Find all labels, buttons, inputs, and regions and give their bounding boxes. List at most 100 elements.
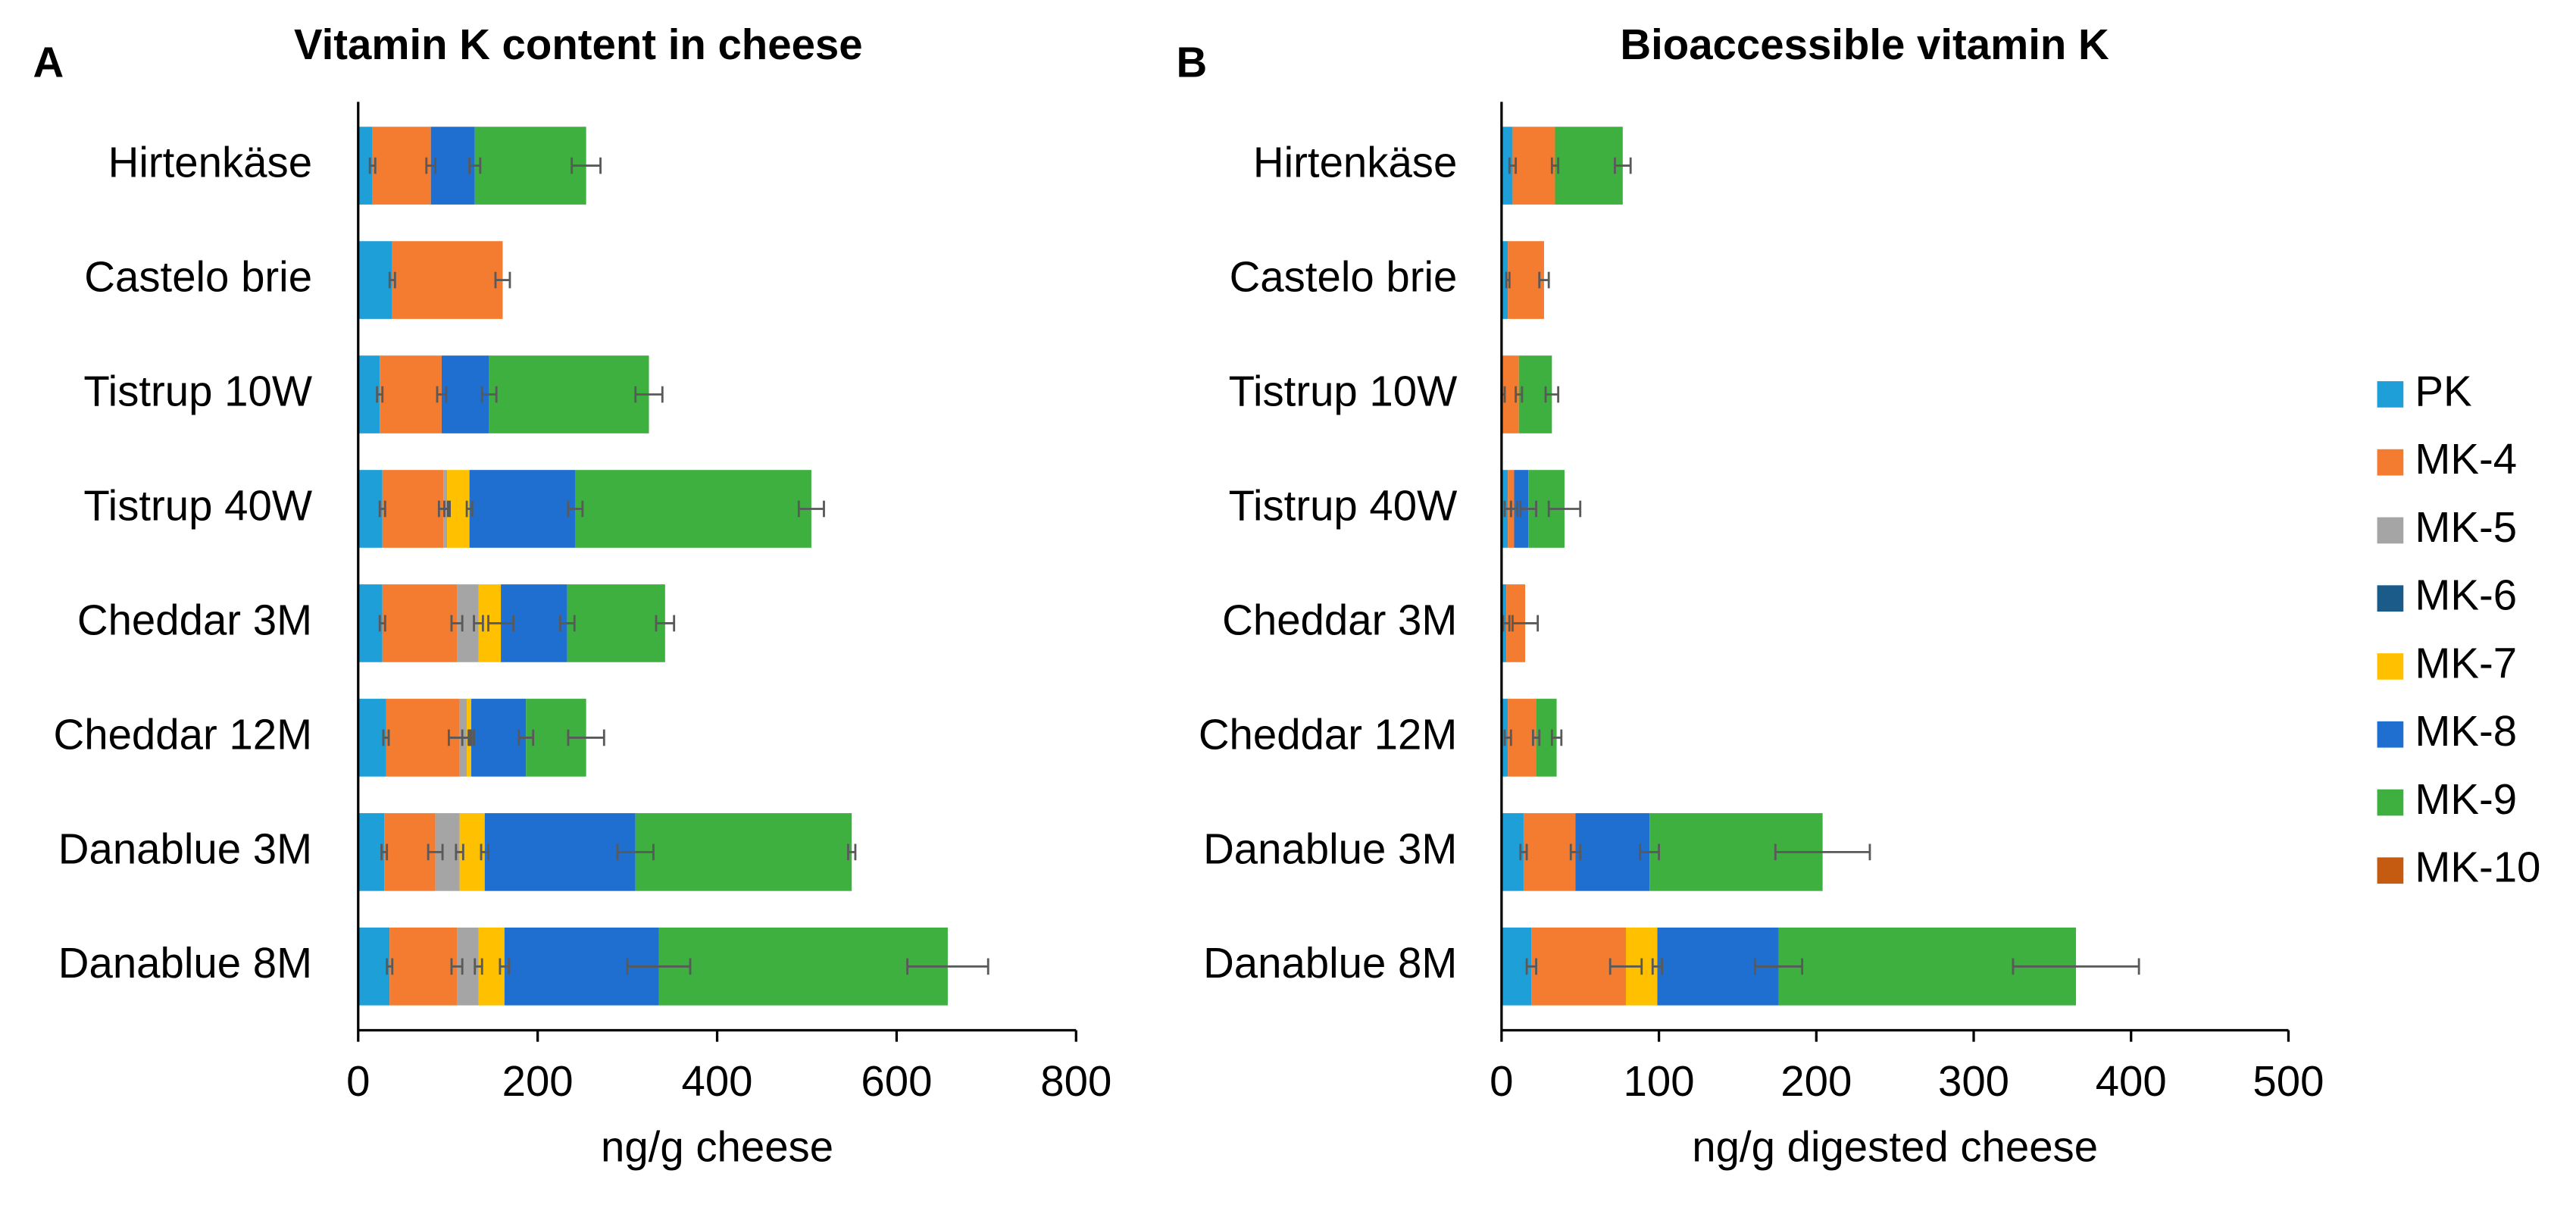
error-bar <box>380 843 389 861</box>
bar-segment <box>1508 241 1544 319</box>
bar-segment <box>358 127 373 205</box>
error-bar <box>558 615 576 632</box>
bar-segment <box>484 813 636 891</box>
error-bar <box>797 500 825 518</box>
error-bar <box>450 958 464 975</box>
x-tick-label: 0 <box>346 1057 370 1105</box>
legend-swatch <box>2377 721 2404 748</box>
error-bar <box>1515 386 1524 403</box>
error-bar <box>1503 729 1512 746</box>
y-tick-label: Tistrup 40W <box>83 481 312 529</box>
error-bar <box>480 386 498 403</box>
error-bar <box>1509 500 1519 518</box>
bar-segment <box>382 470 444 548</box>
y-tick-label: Cheddar 12M <box>54 710 313 758</box>
bar-segment <box>1512 127 1555 205</box>
x-tick-label: 300 <box>1938 1057 2009 1105</box>
error-bar <box>388 271 396 289</box>
error-bar <box>386 958 394 975</box>
legend-swatch <box>2377 857 2404 884</box>
bar-segment <box>358 699 386 777</box>
error-bar <box>376 386 384 403</box>
y-tick-label: Cheddar 3M <box>77 596 312 643</box>
x-tick-label: 600 <box>861 1057 932 1105</box>
legend-swatch <box>2377 789 2404 816</box>
x-axis-label: ng/g digested cheese <box>1692 1123 2098 1171</box>
bar-segment <box>382 584 458 662</box>
error-bar <box>494 271 511 289</box>
bar-segment <box>1502 355 1519 433</box>
bar-segment <box>489 355 649 433</box>
error-bar <box>468 157 482 174</box>
bar-segment <box>358 813 385 891</box>
bar-segment <box>635 813 852 891</box>
legend-label: MK-8 <box>2415 707 2517 755</box>
bar-segment <box>358 928 390 1006</box>
x-axis-label: ng/g cheese <box>601 1123 833 1171</box>
bar-segment <box>386 699 460 777</box>
bar-segment <box>372 127 431 205</box>
bar-segment <box>389 928 458 1006</box>
bar-segment <box>1523 813 1576 891</box>
error-bar <box>1753 958 1804 975</box>
legend-label: MK-5 <box>2415 503 2517 551</box>
error-bar <box>499 958 511 975</box>
bar-segment <box>1501 127 1513 205</box>
legend-label: PK <box>2415 367 2471 415</box>
bar-segment <box>358 470 383 548</box>
error-bar <box>378 615 386 632</box>
error-bar <box>474 958 483 975</box>
error-bar <box>2012 958 2140 975</box>
bar-segment <box>358 241 392 319</box>
panel-letter: A <box>33 39 64 86</box>
error-bar <box>517 729 535 746</box>
x-tick-label: 400 <box>2096 1057 2167 1105</box>
x-tick-label: 200 <box>502 1057 574 1105</box>
bar-segment <box>567 584 665 662</box>
bar-segment <box>358 584 383 662</box>
y-tick-label: Hirtenkäse <box>108 138 312 186</box>
legend-swatch <box>2377 653 2404 680</box>
error-bar <box>443 500 451 518</box>
error-bar <box>1519 500 1537 518</box>
bar-segment <box>474 127 586 205</box>
bar-segment <box>469 470 576 548</box>
error-bar <box>1608 958 1643 975</box>
bar-segment <box>392 241 503 319</box>
error-bar <box>382 729 390 746</box>
legend-swatch <box>2377 381 2404 408</box>
y-tick-label: Castelo brie <box>1230 252 1458 300</box>
legend-swatch <box>2377 585 2404 612</box>
error-bar <box>1532 729 1541 746</box>
error-bar <box>906 958 989 975</box>
error-bar <box>465 500 474 518</box>
error-bar <box>1547 500 1582 518</box>
bar-segment <box>380 355 442 433</box>
y-tick-label: Danablue 8M <box>1203 939 1457 987</box>
x-tick-label: 100 <box>1624 1057 1695 1105</box>
error-bar <box>1505 271 1511 289</box>
chart-title: Vitamin K content in cheese <box>294 20 863 68</box>
error-bar <box>1544 386 1560 403</box>
error-bar <box>480 843 489 861</box>
error-bar <box>567 729 605 746</box>
error-bar <box>473 615 484 632</box>
bar-segment <box>430 127 475 205</box>
error-bar <box>567 500 584 518</box>
x-tick-label: 200 <box>1780 1057 1852 1105</box>
y-tick-label: Tistrup 10W <box>1229 367 1458 415</box>
error-bar <box>847 843 857 861</box>
legend-label: MK-6 <box>2415 571 2517 619</box>
error-bar <box>436 386 448 403</box>
error-bar <box>1774 843 1871 861</box>
y-tick-label: Cheddar 12M <box>1199 710 1458 758</box>
bar-segment <box>575 470 811 548</box>
y-tick-label: Cheddar 3M <box>1222 596 1457 643</box>
error-bar <box>1639 843 1661 861</box>
bar-segment <box>384 813 436 891</box>
error-bar <box>455 843 464 861</box>
legend-label: MK-10 <box>2415 843 2540 891</box>
y-tick-label: Danablue 3M <box>58 825 312 872</box>
x-tick-label: 0 <box>1490 1057 1513 1105</box>
